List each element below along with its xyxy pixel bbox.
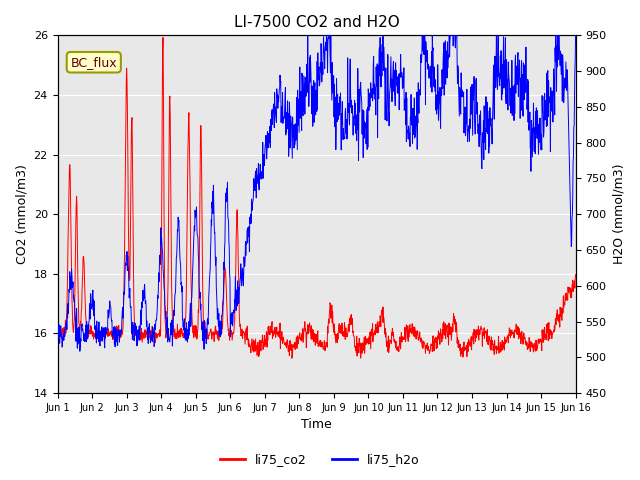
Title: LI-7500 CO2 and H2O: LI-7500 CO2 and H2O: [234, 15, 399, 30]
Text: BC_flux: BC_flux: [70, 56, 117, 69]
X-axis label: Time: Time: [301, 419, 332, 432]
Y-axis label: CO2 (mmol/m3): CO2 (mmol/m3): [15, 164, 28, 264]
Y-axis label: H2O (mmol/m3): H2O (mmol/m3): [612, 164, 625, 264]
Legend: li75_co2, li75_h2o: li75_co2, li75_h2o: [215, 448, 425, 471]
